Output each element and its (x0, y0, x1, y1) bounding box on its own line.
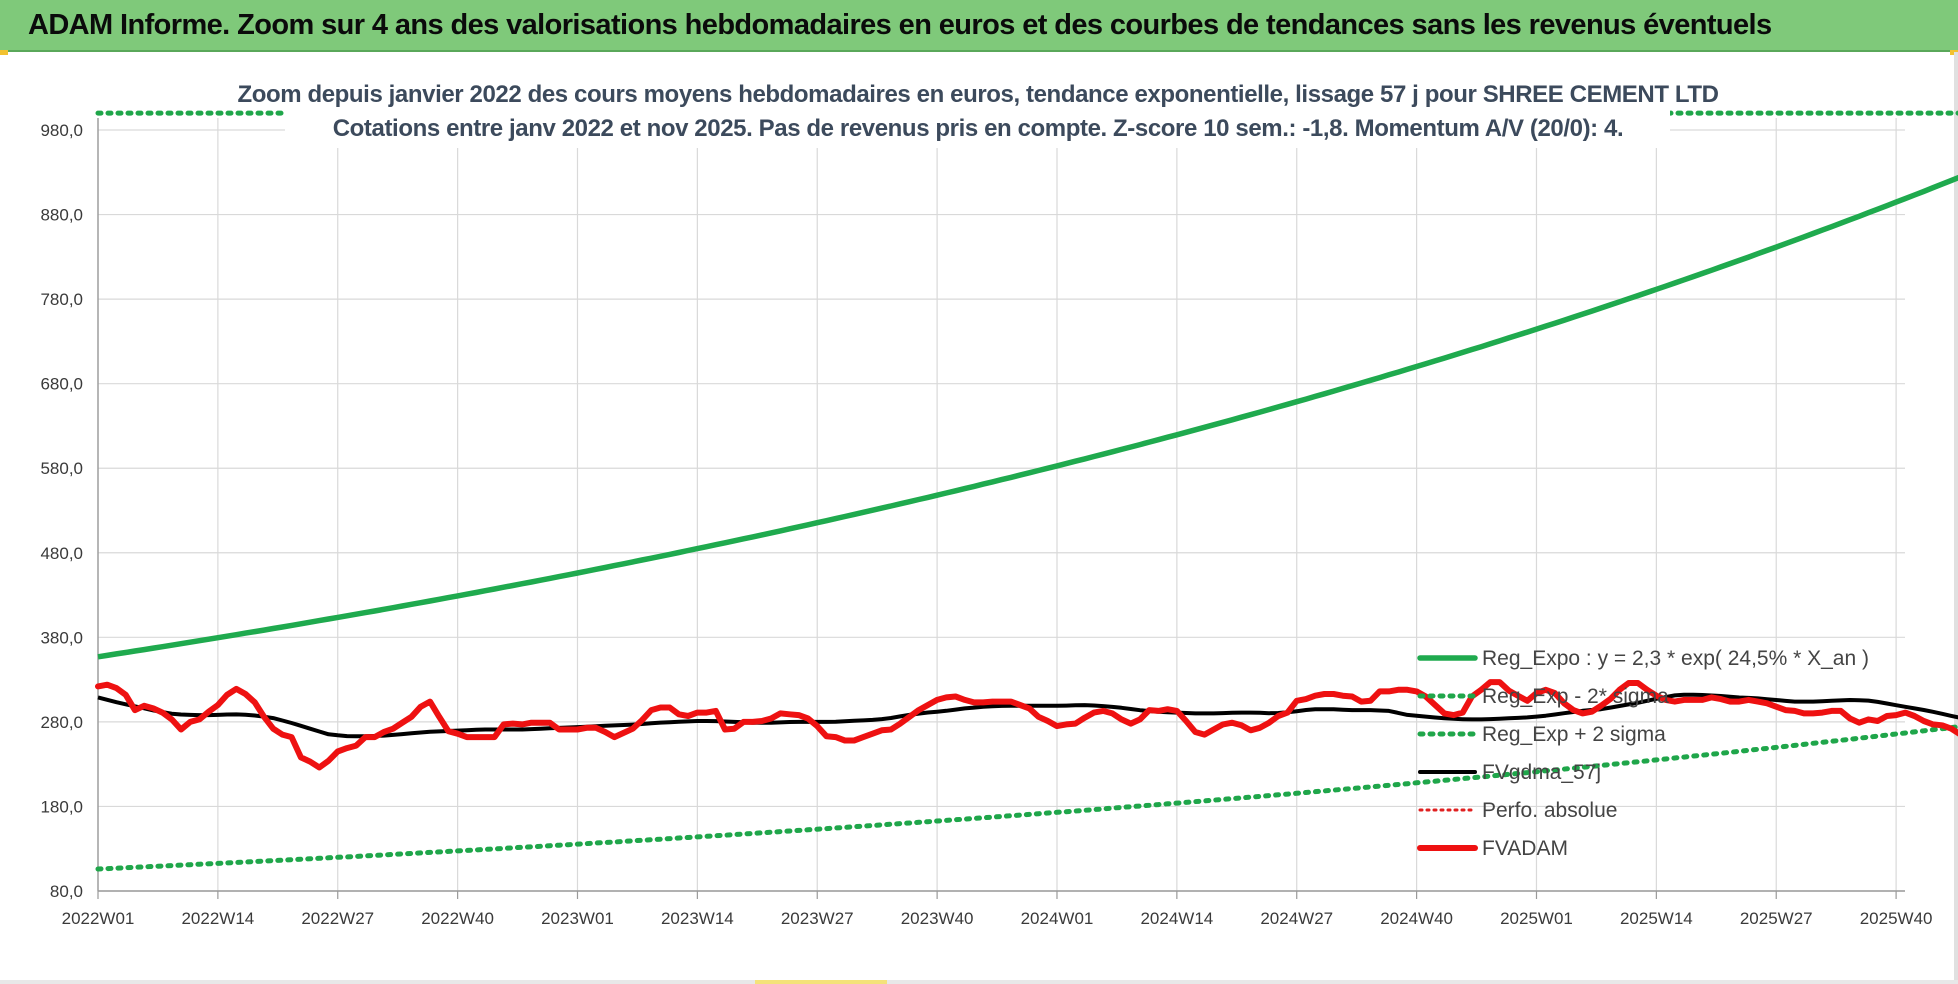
x-tick-label: 2025W01 (1500, 909, 1573, 928)
chart-title-line2: Cotations entre janv 2022 et nov 2025. P… (333, 115, 1624, 142)
x-tick-label: 2025W14 (1620, 909, 1693, 928)
line-chart: 80,0 180,0 280,0 380,0 480,0 580,0 680,0 780,0 8… (40, 72, 1958, 928)
x-tick-label: 2025W27 (1740, 909, 1813, 928)
series-group (95, 110, 1958, 872)
y-tick-label: 280,0 (40, 713, 83, 732)
x-tick-label: 2024W27 (1260, 909, 1333, 928)
header-banner: ADAM Informe. Zoom sur 4 ans des valoris… (0, 0, 1958, 52)
y-tick-label: 680,0 (40, 375, 83, 394)
chart-frame-edge (1954, 52, 1958, 984)
x-tick-label: 2023W14 (661, 909, 734, 928)
y-tick-label: 380,0 (40, 628, 83, 647)
x-tick-label: 2022W01 (62, 909, 135, 928)
x-tick-label: 2023W27 (781, 909, 854, 928)
x-tick-label: 2024W40 (1380, 909, 1453, 928)
x-tick-label: 2024W14 (1140, 909, 1213, 928)
series-reg-exp-minus-2sigma (95, 724, 1958, 872)
x-tick-label: 2024W01 (1021, 909, 1094, 928)
y-tick-label: 580,0 (40, 459, 83, 478)
series-fvadam (95, 679, 1958, 771)
x-tick-label: 2023W01 (541, 909, 614, 928)
y-tick-label: 980,0 (40, 121, 83, 140)
x-axis: 2022W01 2022W14 2022W27 2022W40 2023W01 2023W… (62, 890, 1933, 928)
y-tick-label: 480,0 (40, 544, 83, 563)
corner-marker-left (0, 50, 8, 55)
legend-label-reg_plus: Reg_Exp + 2 sigma (1482, 723, 1666, 746)
x-tick-label: 2025W40 (1860, 909, 1933, 928)
x-tick-label: 2022W14 (181, 909, 254, 928)
gridlines (97, 118, 1905, 892)
legend: Reg_Expo : y = 2,3 * exp( 24,5% * X_an )… (1417, 647, 1869, 860)
y-tick-label: 80,0 (50, 882, 83, 901)
legend-label-fvgdma: FVgdma_57j (1482, 761, 1601, 784)
chart-title-line1: Zoom depuis janvier 2022 des cours moyen… (237, 81, 1718, 108)
y-tick-label: 780,0 (40, 290, 83, 309)
legend-label-reg_expo: Reg_Expo : y = 2,3 * exp( 24,5% * X_an ) (1482, 647, 1869, 670)
y-tick-label: 880,0 (40, 206, 83, 225)
y-axis: 80,0 180,0 280,0 380,0 480,0 580,0 680,0 780,0 8… (40, 118, 99, 901)
sheet-tab-marker (755, 980, 887, 984)
title-box (285, 72, 1670, 148)
legend-label-perfo: Perfo. absolue (1482, 799, 1617, 822)
page-title: ADAM Informe. Zoom sur 4 ans des valoris… (28, 9, 1772, 41)
sheet-bottom-bar (0, 980, 1958, 984)
series-fvgdma-57j (97, 692, 1958, 739)
x-tick-label: 2022W27 (301, 909, 374, 928)
series-reg-expo (97, 174, 1958, 660)
x-tick-label: 2023W40 (901, 909, 974, 928)
legend-label-fvadam: FVADAM (1482, 837, 1568, 860)
x-tick-label: 2022W40 (421, 909, 494, 928)
legend-label-reg_minus: Reg_Exp - 2* sigma (1482, 685, 1669, 708)
y-tick-label: 180,0 (40, 797, 83, 816)
